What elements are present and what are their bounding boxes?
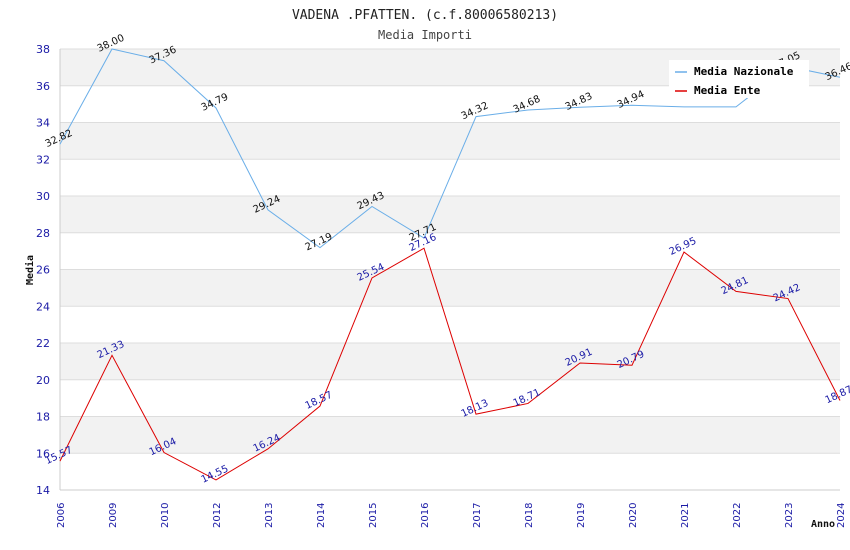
y-tick-labels: 14 16 18 20 22 24 26 28 30 32 34 36 38 (36, 43, 50, 497)
chart-subtitle: Media Importi (378, 28, 472, 42)
y-tick-label: 16 (36, 447, 50, 460)
band-24 (60, 269, 840, 307)
series-line-media-nazionale (59, 48, 841, 249)
x-tick-label: 2006 (56, 503, 67, 528)
x-tick-label: 2022 (732, 503, 743, 528)
legend: Media Nazionale Media Ente (669, 60, 809, 98)
x-tick-label: 2024 (836, 503, 847, 528)
x-tick-label: 2015 (368, 503, 379, 528)
y-tick-label: 38 (36, 43, 50, 56)
x-tick-label: 2009 (108, 503, 119, 528)
background-bands (60, 49, 840, 490)
x-tick-label: 2012 (212, 503, 223, 528)
legend-label-media-nazionale: Media Nazionale (694, 65, 794, 78)
series-line-media-ente (59, 247, 841, 481)
y-tick-label: 24 (36, 300, 50, 313)
y-tick-label: 20 (36, 374, 50, 387)
x-tick-label: 2020 (628, 503, 639, 528)
x-tick-label: 2021 (680, 503, 691, 528)
band-28 (60, 196, 840, 233)
y-tick-label: 36 (36, 80, 50, 93)
axes (59, 49, 840, 491)
x-tick-labels: 2006 2009 2010 2012 2013 2014 2015 2016 2017 2018… (56, 503, 847, 528)
y-tick-label: 32 (36, 153, 50, 166)
band-32 (60, 122, 840, 160)
x-tick-label: 2010 (160, 503, 171, 528)
legend-label-media-ente: Media Ente (694, 84, 761, 97)
x-tick-label: 2019 (576, 503, 587, 528)
x-axis-label: Anno (811, 519, 835, 530)
y-tick-label: 18 (36, 411, 50, 424)
x-tick-label: 2023 (784, 503, 795, 528)
band-22 (60, 306, 840, 343)
x-tick-label: 2014 (316, 503, 327, 528)
y-tick-label: 26 (36, 264, 50, 277)
band-16 (60, 416, 840, 454)
series-lines (59, 48, 841, 481)
band-14 (60, 453, 840, 490)
legend-box (669, 60, 809, 98)
x-tick-label: 2017 (472, 503, 483, 528)
x-tick-label: 2018 (524, 503, 535, 528)
x-tick-label: 2013 (264, 503, 275, 528)
y-tick-label: 34 (36, 117, 50, 130)
chart-title: VADENA .PFATTEN. (c.f.80006580213) (292, 8, 558, 23)
y-tick-label: 22 (36, 337, 50, 350)
y-tick-label: 28 (36, 227, 50, 240)
x-tick-label: 2016 (420, 503, 431, 528)
y-tick-label: 14 (36, 484, 50, 497)
band-26 (60, 232, 840, 270)
band-18 (60, 379, 840, 417)
y-tick-label: 30 (36, 190, 50, 203)
y-axis-label: Media (24, 255, 36, 285)
band-20 (60, 343, 840, 380)
